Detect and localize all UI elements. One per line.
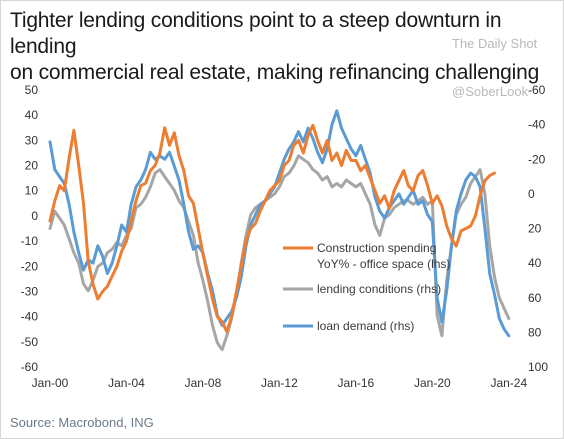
y-left-tick-label: 50 bbox=[25, 83, 39, 97]
legend-label: loan demand (rhs) bbox=[317, 319, 414, 333]
legend: Construction spending YoY% - office space… bbox=[283, 241, 450, 333]
x-tick-label: Jan-08 bbox=[185, 376, 222, 390]
series-line-1 bbox=[48, 154, 511, 352]
y-right-tick-label: 60 bbox=[528, 291, 542, 305]
legend-label: Construction spending bbox=[317, 241, 436, 255]
y-right-tick-label: 40 bbox=[528, 256, 542, 270]
y-right-tick-label: -40 bbox=[528, 118, 546, 132]
y-left-tick-label: -30 bbox=[21, 284, 39, 298]
y-left-tick-label: 30 bbox=[25, 133, 39, 147]
chart-title: Tighter lending conditions point to a st… bbox=[10, 8, 555, 86]
x-tick-label: Jan-16 bbox=[338, 376, 375, 390]
watermark-soberlook: @SoberLook bbox=[452, 84, 529, 99]
y-left-tick-label: 40 bbox=[25, 108, 39, 122]
watermark-daily-shot: The Daily Shot bbox=[452, 36, 538, 51]
y-left-tick-label: 0 bbox=[31, 209, 38, 223]
x-tick-label: Jan-04 bbox=[108, 376, 145, 390]
title-line-1: Tighter lending conditions point to a st… bbox=[10, 9, 502, 58]
y-right-tick-label: -20 bbox=[528, 152, 546, 166]
y-right-tick-label: -60 bbox=[528, 83, 546, 97]
legend-label-line-2: YoY% - office space (lhs) bbox=[317, 257, 450, 271]
y-left-tick-label: -60 bbox=[21, 360, 39, 374]
y-left-tick-label: -20 bbox=[21, 259, 39, 273]
x-tick-label: Jan-00 bbox=[32, 376, 69, 390]
series-line-2 bbox=[48, 109, 511, 338]
x-axis: Jan-00 Jan-04 Jan-08 Jan-12 Jan-16 Jan-20 Jan-… bbox=[32, 376, 528, 390]
y-left-tick-label: 20 bbox=[25, 159, 39, 173]
y-right-tick-label: 80 bbox=[528, 325, 542, 339]
right-axis: -60 -40 -20 0 20 40 60 80 100 bbox=[528, 83, 548, 374]
y-left-tick-label: -50 bbox=[21, 335, 39, 349]
series-line-0 bbox=[48, 123, 496, 334]
y-right-tick-label: 20 bbox=[528, 222, 542, 236]
x-tick-label: Jan-24 bbox=[490, 376, 527, 390]
y-left-tick-label: -10 bbox=[21, 234, 39, 248]
x-tick-label: Jan-12 bbox=[261, 376, 298, 390]
y-left-tick-label: 10 bbox=[25, 184, 39, 198]
left-axis: 50 40 30 20 10 0 -10 -20 -30 -40 -50 -60 bbox=[21, 83, 39, 374]
y-right-tick-label: 0 bbox=[528, 187, 535, 201]
legend-label: lending conditions (rhs) bbox=[317, 282, 441, 296]
source-note: Source: Macrobond, ING bbox=[10, 415, 154, 430]
series-group bbox=[48, 109, 511, 352]
y-left-tick-label: -40 bbox=[21, 310, 39, 324]
y-right-tick-label: 100 bbox=[528, 360, 548, 374]
title-line-2: on commercial real estate, making refina… bbox=[10, 61, 540, 84]
x-tick-label: Jan-20 bbox=[414, 376, 451, 390]
